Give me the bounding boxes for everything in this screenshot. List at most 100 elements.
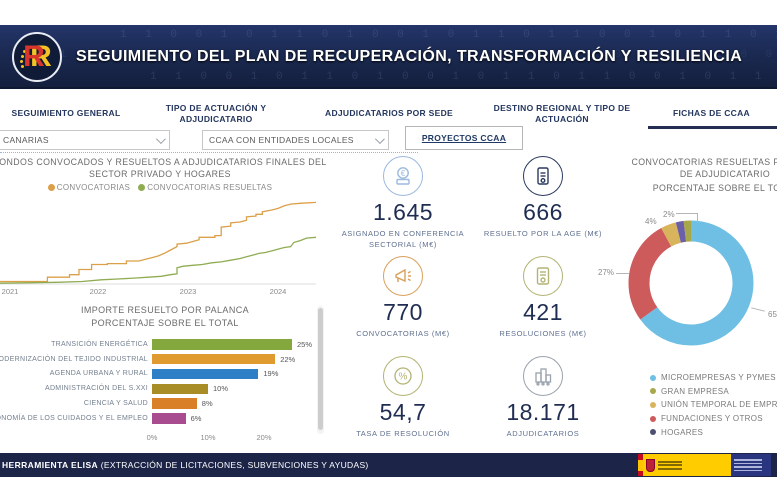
tab-seguimiento-general[interactable]: SEGUIMIENTO GENERAL bbox=[11, 108, 121, 119]
bar-category-label: AGENDA URBANA Y RURAL bbox=[49, 370, 148, 378]
donut-legend: MICROEMPRESAS Y PYMES GRAN EMPRESA UNIÓN… bbox=[650, 371, 777, 439]
chevron-down-icon bbox=[374, 133, 385, 144]
kpi-tasa-resolucion: % 54,7 TASA DE RESOLUCIÓN bbox=[333, 353, 473, 450]
legend-item-union-temporal: UNIÓN TEMPORAL DE EMPRESAS bbox=[650, 398, 777, 412]
bar-category-label: TRANSICIÓN ENERGÉTICA bbox=[51, 340, 148, 348]
kpi-resuelto-age: 666 RESUELTO POR LA AGE (M€) bbox=[473, 153, 613, 253]
bar-chart-scrollbar[interactable] bbox=[317, 306, 324, 434]
proyectos-ccaa-button[interactable]: PROYECTOS CCAA bbox=[405, 126, 523, 150]
buildings-icon bbox=[523, 356, 563, 396]
footer-tool-name: HERRAMIENTA ELISA bbox=[2, 460, 99, 470]
donut-chart-title-line2: DE ADJUDICATARIO bbox=[679, 169, 771, 179]
bar-chart-subtitle: PORCENTAJE SOBRE EL TOTAL bbox=[91, 318, 239, 328]
legend-label: GRAN EMPRESA bbox=[661, 386, 730, 396]
legend-label: CONVOCATORIAS RESUELTAS bbox=[147, 183, 273, 192]
x-axis-tick: 2023 bbox=[179, 287, 197, 296]
binary-pattern-decoration: 1 1 0 0 1 0 1 1 0 1 0 0 1 0 1 1 0 1 1 0 … bbox=[150, 71, 777, 83]
euro-coins-icon: € bbox=[383, 156, 423, 196]
bar-x-axis-tick: 10% bbox=[200, 433, 216, 442]
kpi-value: 54,7 bbox=[379, 399, 427, 425]
prtr-logo: R R bbox=[12, 32, 62, 82]
scrollbar-thumb[interactable] bbox=[318, 308, 323, 430]
logo-letter-shadow: R bbox=[30, 40, 52, 73]
line-chart-title-line2: SECTOR PRIVADO Y HOGARES bbox=[89, 169, 231, 179]
bar-row: TRANSICIÓN ENERGÉTICA 25% bbox=[0, 337, 330, 352]
donut-callout-4: 4% bbox=[645, 217, 657, 226]
region-select-value: CANARIAS bbox=[3, 135, 49, 145]
kpi-grid: € 1.645 ASIGNADO EN CONFERENCIA SECTORIA… bbox=[333, 153, 610, 450]
legend-label: HOGARES bbox=[661, 427, 704, 437]
bar-economia-cuidados[interactable] bbox=[152, 413, 186, 424]
bar-value-label: 22% bbox=[280, 354, 296, 364]
percent-icon: % bbox=[383, 356, 423, 396]
chevron-down-icon bbox=[155, 133, 166, 144]
kpi-resoluciones: 421 RESOLUCIONES (M€) bbox=[473, 253, 613, 353]
legend-dot bbox=[650, 401, 656, 408]
donut-callout-2: 2% bbox=[663, 210, 675, 219]
gobierno-espana-logo bbox=[643, 454, 731, 476]
bar-row: ADMINISTRACIÓN DEL S.XXI 10% bbox=[0, 381, 330, 396]
ministry-text-decoration bbox=[658, 460, 682, 470]
x-axis-tick: 2022 bbox=[89, 287, 107, 296]
certificate-icon bbox=[523, 256, 563, 296]
bar-value-label: 6% bbox=[190, 413, 202, 423]
kpi-value: 1.645 bbox=[372, 199, 434, 225]
donut-svg[interactable] bbox=[626, 218, 756, 348]
bar-chart: TRANSICIÓN ENERGÉTICA 25% MODERNIZACIÓN … bbox=[0, 337, 330, 426]
bar-modernizacion-tejido[interactable] bbox=[152, 353, 276, 365]
bar-ciencia-salud[interactable] bbox=[152, 398, 197, 409]
logo-letter: R bbox=[23, 40, 45, 73]
bar-category-label: MODERNIZACIÓN DEL TEJIDO INDUSTRIAL bbox=[0, 355, 148, 363]
megaphone-icon bbox=[383, 256, 423, 296]
legend-dot bbox=[650, 388, 656, 395]
active-tab-indicator bbox=[648, 126, 777, 129]
kpi-label: TASA DE RESOLUCIÓN bbox=[356, 429, 450, 438]
bar-category-label: ADMINISTRACIÓN DEL S.XXI bbox=[44, 385, 148, 393]
kpi-adjudicatarios: 18.171 ADJUDICATARIOS bbox=[473, 353, 613, 450]
legend-dot bbox=[650, 415, 656, 422]
footer-tool-text: HERRAMIENTA ELISA (EXTRACCIÓN DE LICITAC… bbox=[0, 460, 369, 470]
legend-dot bbox=[650, 374, 656, 381]
government-logo bbox=[638, 454, 771, 476]
app-banner: 1 1 0 0 1 0 1 1 0 1 0 0 1 0 1 1 0 1 1 0 … bbox=[0, 25, 777, 89]
tab-destino-regional[interactable]: DESTINO REGIONAL Y TIPO DE ACTUACIÓN bbox=[493, 102, 631, 124]
bar-administracion-sxxi[interactable] bbox=[152, 383, 208, 395]
svg-text:€: € bbox=[401, 169, 406, 178]
tab-fichas-ccaa[interactable]: FICHAS DE CCAA bbox=[673, 108, 750, 119]
legend-item-fundaciones: FUNDACIONES Y OTROS bbox=[650, 412, 777, 426]
logo-dots-icon bbox=[23, 50, 26, 53]
tab-adjudicatarios-sede[interactable]: ADJUDICATARIOS POR SEDE bbox=[325, 108, 453, 119]
bar-category-label: CIENCIA Y SALUD bbox=[83, 400, 148, 408]
bar-value-label: 25% bbox=[297, 339, 313, 349]
bar-row: ECONOMÍA DE LOS CUIDADOS Y EL EMPLEO 6% bbox=[0, 411, 330, 426]
leader-line bbox=[616, 273, 629, 274]
plan-recuperacion-logo bbox=[731, 454, 771, 476]
legend-dot-convocatorias bbox=[47, 184, 55, 191]
tab-bar: SEGUIMIENTO GENERAL TIPO DE ACTUACIÓN Y … bbox=[0, 100, 777, 128]
kpi-asignado-conferencia: € 1.645 ASIGNADO EN CONFERENCIA SECTORIA… bbox=[333, 153, 473, 253]
bar-agenda-urbana[interactable] bbox=[152, 368, 259, 380]
kpi-label: ASIGNADO EN CONFERENCIA SECTORIAL (M€) bbox=[341, 229, 465, 250]
page-title: SEGUIMIENTO DEL PLAN DE RECUPERACIÓN, TR… bbox=[76, 48, 743, 65]
binary-pattern-decoration: 1 1 0 0 1 0 1 1 0 1 0 0 1 0 1 1 0 1 1 0 … bbox=[120, 29, 777, 41]
coat-of-arms-icon bbox=[646, 458, 655, 472]
spain-flag-icon bbox=[638, 454, 643, 476]
x-axis-tick: 2021 bbox=[1, 287, 19, 296]
bar-transicion-energetica[interactable] bbox=[152, 339, 292, 350]
svg-text:%: % bbox=[399, 372, 408, 383]
kpi-label: RESUELTO POR LA AGE (M€) bbox=[483, 229, 603, 238]
region-select[interactable]: CANARIAS bbox=[0, 130, 170, 150]
donut-chart-title: CONVOCATORIAS RESUELTAS POR TIPO bbox=[631, 157, 777, 167]
legend-item-gran-empresa: GRAN EMPRESA bbox=[650, 385, 777, 399]
bar-category-label: ECONOMÍA DE LOS CUIDADOS Y EL EMPLEO bbox=[0, 414, 148, 422]
tab-tipo-actuacion[interactable]: TIPO DE ACTUACIÓN Y ADJUDICATARIO bbox=[165, 102, 267, 124]
leader-line bbox=[697, 213, 698, 223]
scope-select[interactable]: CCAA CON ENTIDADES LOCALES bbox=[202, 130, 389, 150]
kpi-value: 421 bbox=[523, 299, 563, 325]
legend-label: UNIÓN TEMPORAL DE EMPRESAS bbox=[661, 400, 777, 410]
bar-value-label: 10% bbox=[213, 384, 229, 394]
section-divider bbox=[0, 152, 418, 153]
bar-x-axis-tick: 20% bbox=[256, 433, 272, 442]
footer-bar: HERRAMIENTA ELISA (EXTRACCIÓN DE LICITAC… bbox=[0, 453, 777, 477]
